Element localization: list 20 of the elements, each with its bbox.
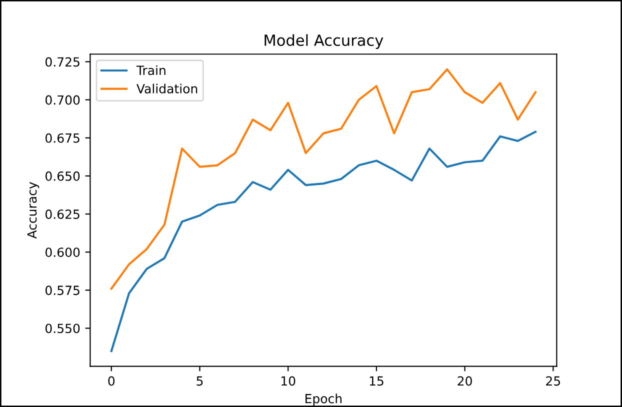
x-tick-label: 5 xyxy=(196,376,203,386)
y-tick-label: 0.550 xyxy=(46,324,80,334)
x-tick-label: 0 xyxy=(108,376,115,386)
x-tick-label: 20 xyxy=(458,376,472,386)
legend-label: Validation xyxy=(136,84,198,94)
y-tick-label: 0.675 xyxy=(46,133,80,143)
x-tick-label: 25 xyxy=(546,376,560,386)
y-tick-label: 0.725 xyxy=(46,57,80,67)
y-tick-label: 0.700 xyxy=(46,95,80,105)
legend-label: Train xyxy=(136,65,166,76)
x-tick-label: 10 xyxy=(282,376,296,386)
y-tick-label: 0.600 xyxy=(46,248,80,258)
x-tick-label: 15 xyxy=(370,376,384,386)
y-tick-label: 0.625 xyxy=(46,209,80,219)
y-tick-label: 0.575 xyxy=(46,286,80,296)
line-series xyxy=(110,130,537,352)
chart-title: Model Accuracy xyxy=(264,34,384,49)
x-axis-title: Epoch xyxy=(306,394,342,406)
y-tick-label: 0.650 xyxy=(46,171,80,181)
y-axis-title: Accuracy xyxy=(27,182,40,239)
